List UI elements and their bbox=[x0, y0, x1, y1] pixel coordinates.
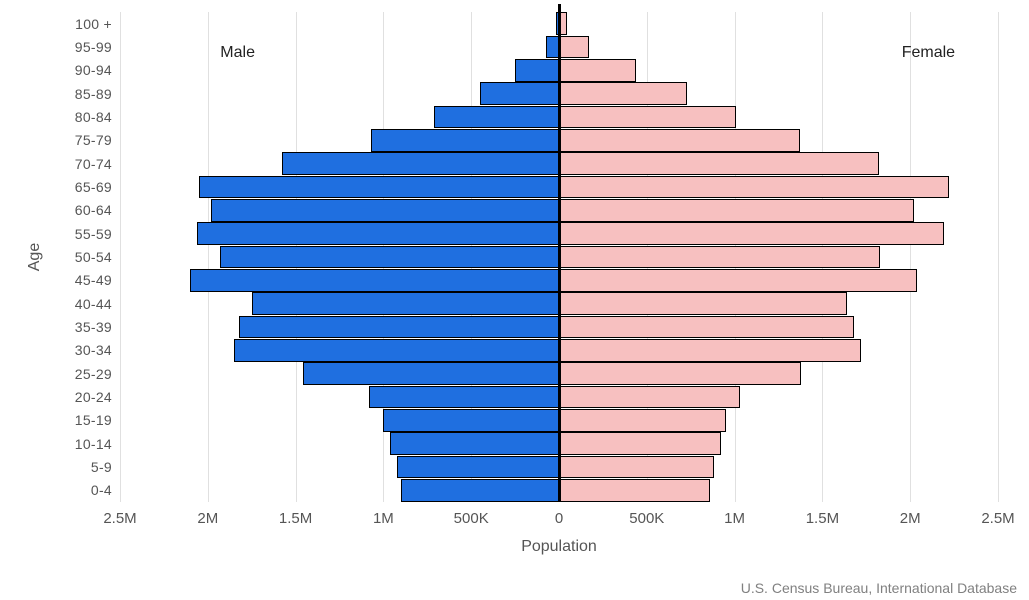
female-bar bbox=[559, 176, 949, 199]
y-tick-label: 80-84 bbox=[75, 109, 120, 125]
y-tick-label: 95-99 bbox=[75, 39, 120, 55]
female-bar bbox=[559, 316, 854, 339]
y-tick-label: 55-59 bbox=[75, 226, 120, 242]
y-tick-label: 10-14 bbox=[75, 436, 120, 452]
female-bar bbox=[559, 59, 636, 82]
male-bar bbox=[190, 269, 559, 292]
y-tick-label: 30-34 bbox=[75, 342, 120, 358]
male-bar bbox=[371, 129, 559, 152]
female-bar bbox=[559, 362, 801, 385]
y-tick-label: 5-9 bbox=[91, 459, 120, 475]
y-tick-label: 90-94 bbox=[75, 62, 120, 78]
male-bar bbox=[197, 222, 559, 245]
x-tick-label: 0 bbox=[555, 502, 563, 527]
y-tick-label: 100 + bbox=[75, 16, 120, 32]
x-gridline bbox=[208, 12, 209, 502]
zero-axis-line bbox=[558, 4, 561, 502]
male-bar bbox=[480, 82, 559, 105]
female-bar bbox=[559, 339, 861, 362]
chart-credit: U.S. Census Bureau, International Databa… bbox=[741, 580, 1017, 596]
x-tick-label: 2.5M bbox=[103, 502, 136, 527]
x-tick-label: 2M bbox=[900, 502, 921, 527]
male-bar bbox=[239, 316, 559, 339]
y-tick-label: 40-44 bbox=[75, 296, 120, 312]
male-bar bbox=[303, 362, 559, 385]
y-tick-label: 85-89 bbox=[75, 86, 120, 102]
y-tick-label: 50-54 bbox=[75, 249, 120, 265]
female-bar bbox=[559, 129, 800, 152]
female-bar bbox=[559, 222, 944, 245]
male-bar bbox=[211, 199, 559, 222]
x-axis-title: Population bbox=[521, 538, 597, 556]
x-tick-label: 500K bbox=[454, 502, 489, 527]
x-gridline bbox=[998, 12, 999, 502]
female-bar bbox=[559, 456, 714, 479]
y-axis-title: Age bbox=[26, 243, 44, 271]
male-bar bbox=[220, 246, 559, 269]
x-tick-label: 1.5M bbox=[806, 502, 839, 527]
male-bar bbox=[390, 432, 559, 455]
y-tick-label: 70-74 bbox=[75, 156, 120, 172]
x-gridline bbox=[120, 12, 121, 502]
y-tick-label: 35-39 bbox=[75, 319, 120, 335]
y-tick-label: 65-69 bbox=[75, 179, 120, 195]
female-bar bbox=[559, 479, 710, 502]
female-bar bbox=[559, 409, 726, 432]
female-bar bbox=[559, 386, 740, 409]
female-bar bbox=[559, 199, 914, 222]
male-bar bbox=[383, 409, 559, 432]
female-bar bbox=[559, 246, 880, 269]
y-tick-label: 75-79 bbox=[75, 132, 120, 148]
y-tick-label: 20-24 bbox=[75, 389, 120, 405]
male-series-label: Male bbox=[220, 44, 255, 62]
female-bar bbox=[559, 82, 687, 105]
y-tick-label: 60-64 bbox=[75, 202, 120, 218]
y-tick-label: 25-29 bbox=[75, 366, 120, 382]
x-tick-label: 1M bbox=[724, 502, 745, 527]
y-tick-label: 45-49 bbox=[75, 272, 120, 288]
male-bar bbox=[434, 106, 559, 129]
x-tick-label: 2.5M bbox=[981, 502, 1014, 527]
x-tick-label: 2M bbox=[197, 502, 218, 527]
male-bar bbox=[282, 152, 559, 175]
y-tick-label: 15-19 bbox=[75, 412, 120, 428]
y-tick-label: 0-4 bbox=[91, 482, 120, 498]
female-series-label: Female bbox=[902, 44, 955, 62]
male-bar bbox=[515, 59, 559, 82]
female-bar bbox=[559, 292, 847, 315]
female-bar bbox=[559, 152, 879, 175]
female-bar bbox=[559, 269, 917, 292]
female-bar bbox=[559, 36, 589, 59]
female-bar bbox=[559, 106, 736, 129]
male-bar bbox=[369, 386, 559, 409]
x-tick-label: 500K bbox=[629, 502, 664, 527]
female-bar bbox=[559, 432, 721, 455]
male-bar bbox=[401, 479, 559, 502]
x-tick-label: 1M bbox=[373, 502, 394, 527]
x-tick-label: 1.5M bbox=[279, 502, 312, 527]
plot-area: 2.5M2M1.5M1M500K0500K1M1.5M2M2.5M0-45-91… bbox=[120, 12, 998, 502]
x-gridline bbox=[910, 12, 911, 502]
male-bar bbox=[252, 292, 559, 315]
male-bar bbox=[234, 339, 559, 362]
male-bar bbox=[199, 176, 559, 199]
population-pyramid-chart: 2.5M 2M 1.5M 1M 500K 0 500K 1M 1.5M 2M 2.5M 0-4 5-9 1… bbox=[0, 0, 1029, 600]
male-bar bbox=[397, 456, 559, 479]
